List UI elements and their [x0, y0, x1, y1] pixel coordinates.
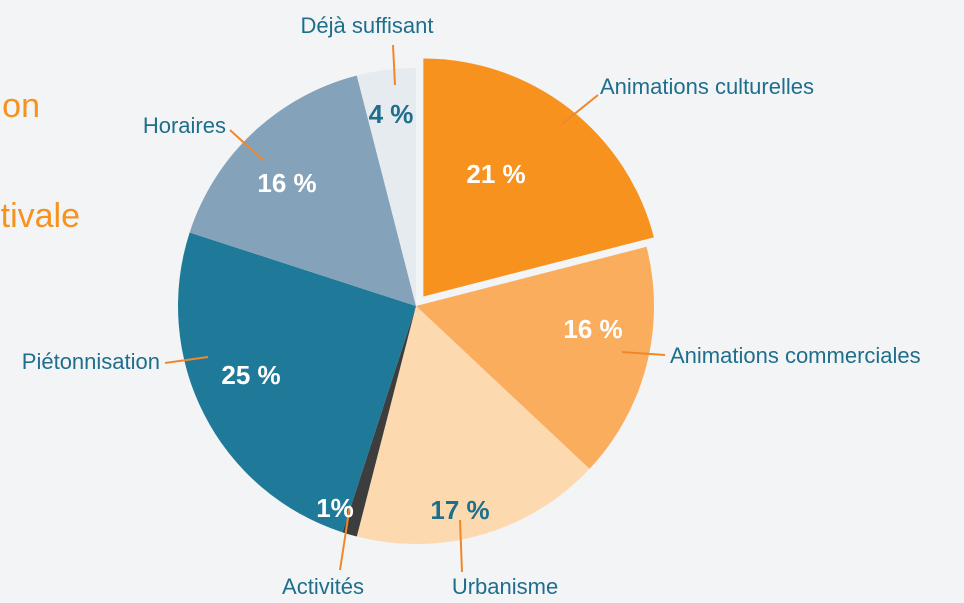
pie-slice [423, 58, 654, 297]
pie-slice [416, 246, 654, 469]
pie-slice [178, 232, 416, 533]
value-label: 17 % [430, 495, 489, 525]
value-label: 21 % [466, 159, 525, 189]
leader-line [459, 519, 463, 573]
pie-slice [356, 306, 590, 545]
category-label: Urbanisme [452, 574, 558, 599]
leader-line [339, 504, 351, 571]
pie-slice [356, 68, 416, 306]
category-label: Déjà suffisant [301, 13, 434, 38]
category-label: Horaires [143, 113, 226, 138]
category-label: Activités [282, 574, 364, 599]
pie-slice [342, 306, 416, 537]
leader-line [392, 44, 396, 86]
title-fragment: on [2, 87, 40, 125]
category-label: Piétonnisation [22, 349, 160, 374]
leader-line [561, 94, 599, 125]
leader-line [164, 356, 209, 364]
value-label: 16 % [257, 168, 316, 198]
category-label: Animations culturelles [600, 74, 814, 99]
value-label: 25 % [221, 360, 280, 390]
value-label: 4 % [369, 99, 414, 129]
value-label: 16 % [563, 314, 622, 344]
leader-line [229, 129, 264, 161]
pie-slice [189, 75, 416, 307]
title-fragment: tivale [1, 197, 80, 235]
value-label: 1% [316, 493, 354, 523]
category-label: Animations commerciales [670, 343, 921, 368]
leader-line [621, 351, 666, 356]
